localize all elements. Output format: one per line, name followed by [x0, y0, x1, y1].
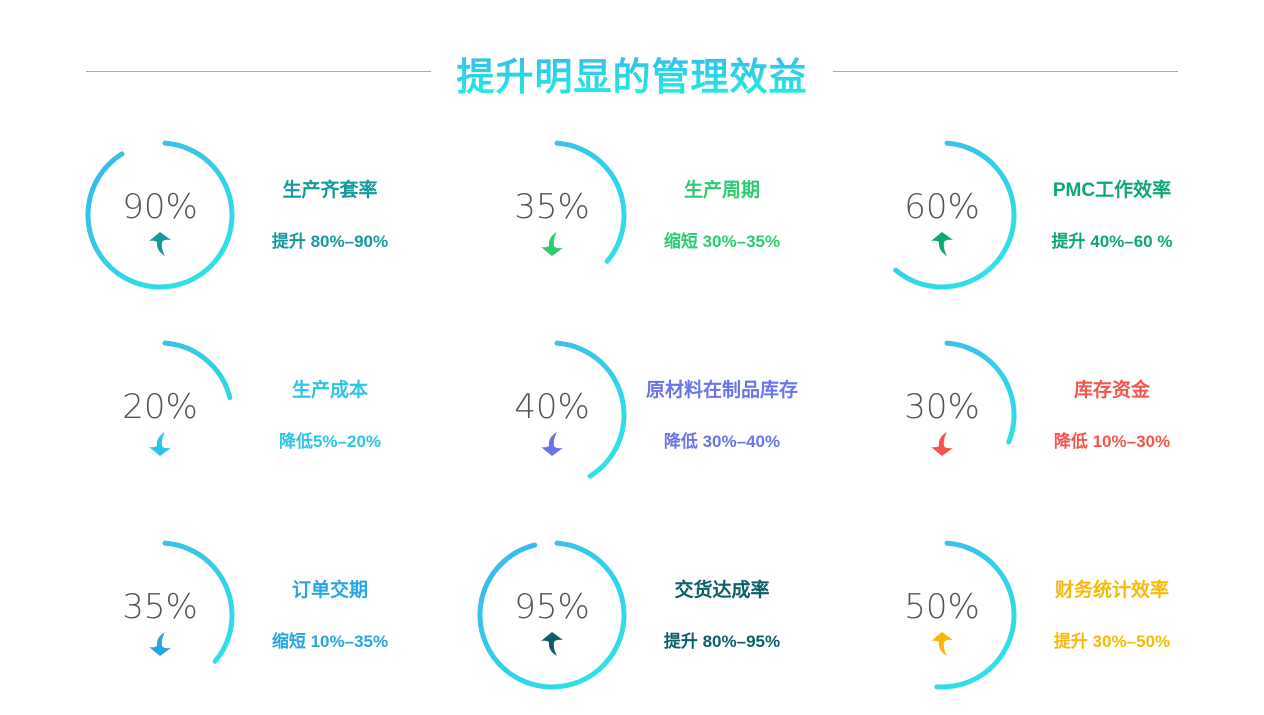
metric-change: 降低 30%–40%: [663, 432, 781, 451]
percent-value: 35%: [122, 587, 198, 627]
metric-change: 提升 80%–95%: [663, 632, 781, 651]
metric-name: 交货达成率: [674, 580, 770, 601]
arrow-up-icon: [149, 232, 171, 256]
progress-arc: [867, 540, 1017, 690]
progress-ring: [85, 340, 235, 490]
progress-arc: [477, 540, 627, 690]
progress-ring: [477, 340, 627, 490]
metric-name: 订单交期: [291, 580, 368, 601]
percent-value: 90%: [122, 187, 198, 227]
metric-name: 生产成本: [291, 380, 368, 401]
percent-value: 35%: [514, 187, 590, 227]
metric-name: 生产周期: [683, 180, 760, 201]
progress-arc: [477, 340, 627, 490]
metric-card: 60% PMC工作效率 提升 40%–60 %: [862, 135, 1252, 315]
progress-ring: [867, 140, 1017, 290]
metric-card: 50% 财务统计效率 提升 30%–50%: [862, 535, 1252, 715]
progress-arc: [85, 540, 235, 690]
percent-value: 50%: [904, 587, 980, 627]
title-divider-left: [86, 71, 431, 72]
metric-change: 提升 30%–50%: [1053, 632, 1171, 651]
arrow-down-icon: [541, 432, 563, 456]
progress-ring: [867, 540, 1017, 690]
metric-card: 30% 库存资金 降低 10%–30%: [862, 335, 1252, 515]
metric-change: 提升 80%–90%: [271, 232, 389, 251]
progress-arc: [85, 340, 235, 490]
metric-card: 40% 原材料在制品库存 降低 30%–40%: [472, 335, 862, 515]
progress-ring: [85, 540, 235, 690]
progress-arc: [477, 140, 627, 290]
progress-ring: [477, 540, 627, 690]
progress-ring: [477, 140, 627, 290]
metric-card: 90% 生产齐套率 提升 80%–90%: [80, 135, 470, 315]
page-title: 提升明显的管理效益: [430, 46, 834, 101]
progress-arc: [867, 140, 1017, 290]
percent-value: 40%: [514, 387, 590, 427]
arrow-up-icon: [931, 232, 953, 256]
metric-name: 库存资金: [1073, 380, 1150, 401]
progress-ring: [85, 140, 235, 290]
metric-change: 降低 10%–30%: [1053, 432, 1171, 451]
progress-ring: [867, 340, 1017, 490]
percent-value: 60%: [904, 187, 980, 227]
arrow-up-icon: [931, 632, 953, 656]
metric-card: 35% 生产周期 缩短 30%–35%: [472, 135, 862, 315]
arrow-down-icon: [541, 232, 563, 256]
metric-name: 财务统计效率: [1054, 580, 1169, 601]
percent-value: 95%: [514, 587, 590, 627]
arrow-down-icon: [931, 432, 953, 456]
title-divider-right: [833, 71, 1178, 72]
metric-name: PMC工作效率: [1052, 180, 1172, 201]
percent-value: 20%: [122, 387, 198, 427]
metric-change: 缩短 10%–35%: [271, 632, 389, 651]
metric-name: 原材料在制品库存: [645, 380, 798, 401]
percent-value: 30%: [904, 387, 980, 427]
arrow-up-icon: [541, 632, 563, 656]
progress-arc: [85, 140, 235, 290]
metric-card: 95% 交货达成率 提升 80%–95%: [472, 535, 862, 715]
progress-arc: [867, 340, 1017, 490]
metric-change: 缩短 30%–35%: [663, 232, 781, 251]
metric-change: 提升 40%–60 %: [1051, 232, 1173, 251]
metric-change: 降低5%–20%: [278, 432, 382, 451]
metric-card: 35% 订单交期 缩短 10%–35%: [80, 535, 470, 715]
arrow-down-icon: [149, 632, 171, 656]
arrow-down-icon: [149, 432, 171, 456]
metric-card: 20% 生产成本 降低5%–20%: [80, 335, 470, 515]
metric-name: 生产齐套率: [282, 180, 378, 201]
